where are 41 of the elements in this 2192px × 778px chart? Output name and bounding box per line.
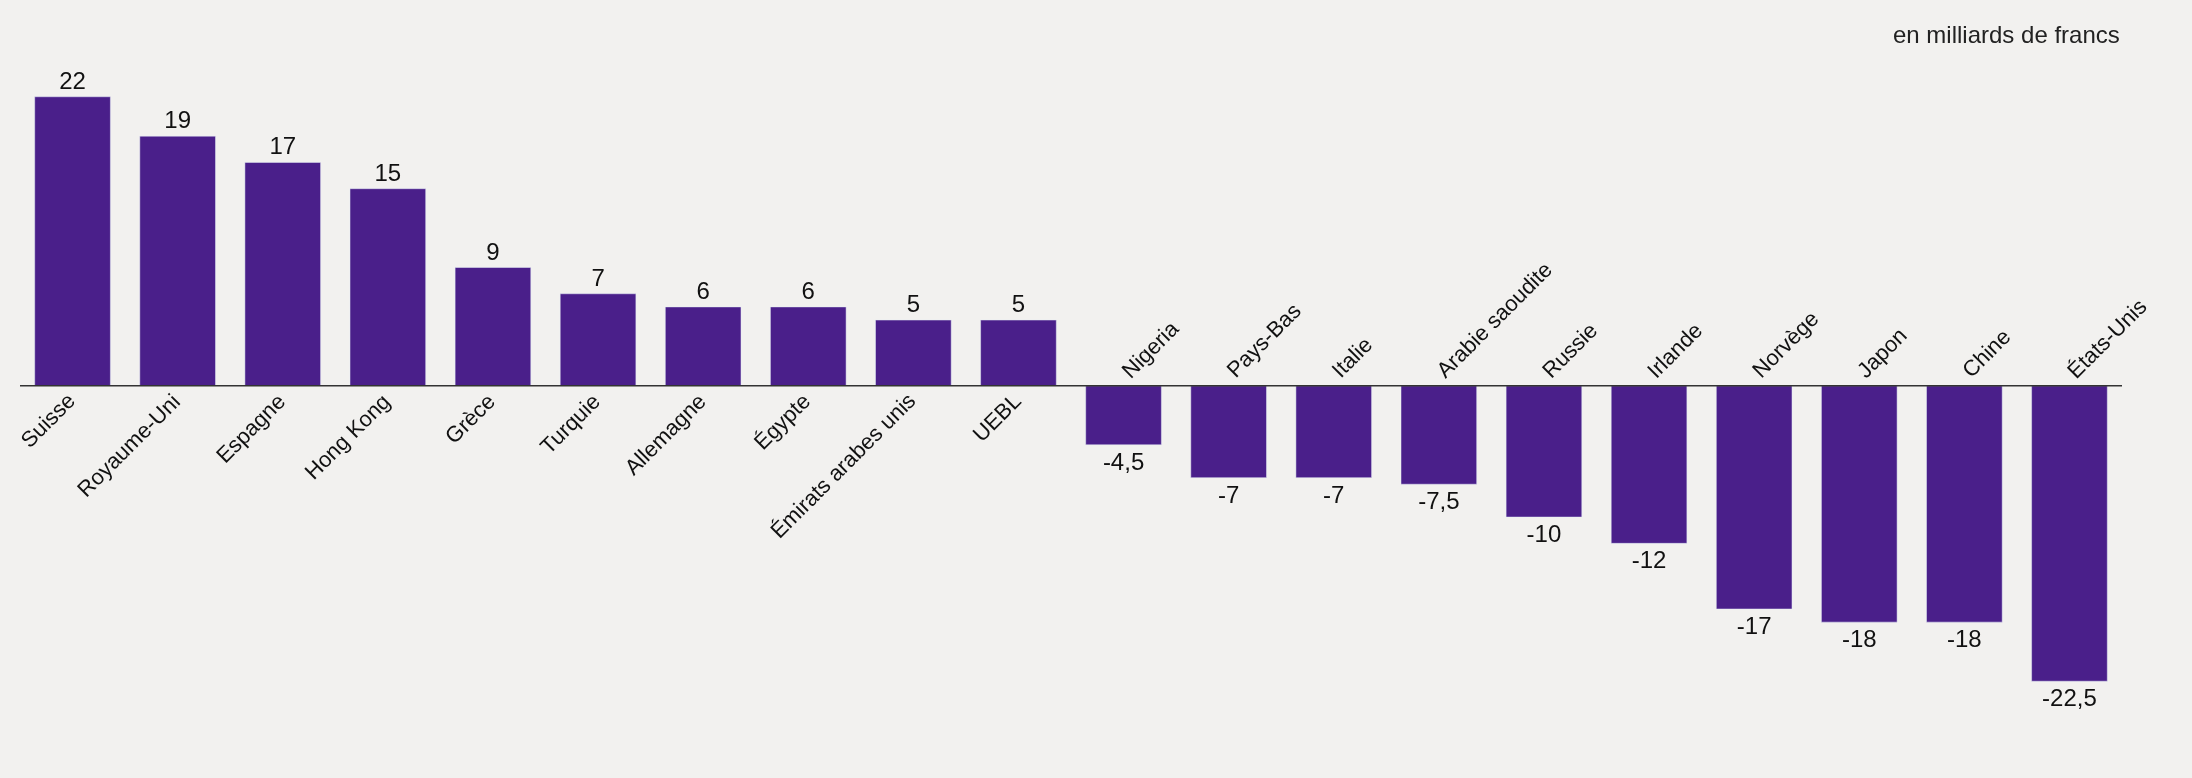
data-label: -7 — [1217, 480, 1240, 508]
data-label: -22,5 — [2042, 684, 2097, 712]
bar — [139, 135, 216, 386]
data-label: -12 — [1631, 546, 1667, 574]
data-label: -4,5 — [1102, 447, 1145, 475]
data-label: 15 — [374, 158, 402, 186]
bar — [34, 96, 111, 386]
data-label: 5 — [1011, 290, 1026, 318]
data-label: 7 — [591, 263, 605, 291]
data-label: 5 — [906, 290, 921, 318]
data-label: -17 — [1736, 612, 1772, 639]
bar — [244, 162, 321, 386]
data-label: -18 — [1947, 625, 1982, 653]
bar — [1085, 385, 1162, 446]
data-label: 9 — [486, 237, 500, 265]
chart-subtitle: en milliards de francs — [1893, 21, 2120, 48]
bar — [1716, 385, 1793, 610]
data-label: -18 — [1841, 625, 1877, 653]
bar — [1821, 385, 1898, 623]
bar — [875, 319, 952, 386]
data-label: 6 — [801, 276, 815, 304]
bar — [665, 306, 742, 386]
bar — [1400, 385, 1477, 485]
bar — [1505, 385, 1583, 518]
bar — [1295, 385, 1372, 478]
bar — [770, 306, 847, 386]
bar — [2031, 385, 2108, 682]
bar — [1610, 385, 1688, 544]
data-label: 6 — [696, 276, 710, 304]
bar — [349, 188, 426, 386]
bar — [1190, 385, 1267, 478]
data-label: 22 — [59, 66, 86, 94]
bar — [559, 293, 637, 386]
data-label: 19 — [164, 106, 191, 134]
bar — [1926, 385, 2003, 623]
data-label: -7,5 — [1418, 487, 1460, 515]
bar — [454, 267, 532, 386]
bar — [980, 319, 1057, 386]
data-label: -10 — [1526, 520, 1562, 548]
data-label: -7 — [1323, 480, 1345, 508]
data-label: 17 — [269, 132, 297, 160]
